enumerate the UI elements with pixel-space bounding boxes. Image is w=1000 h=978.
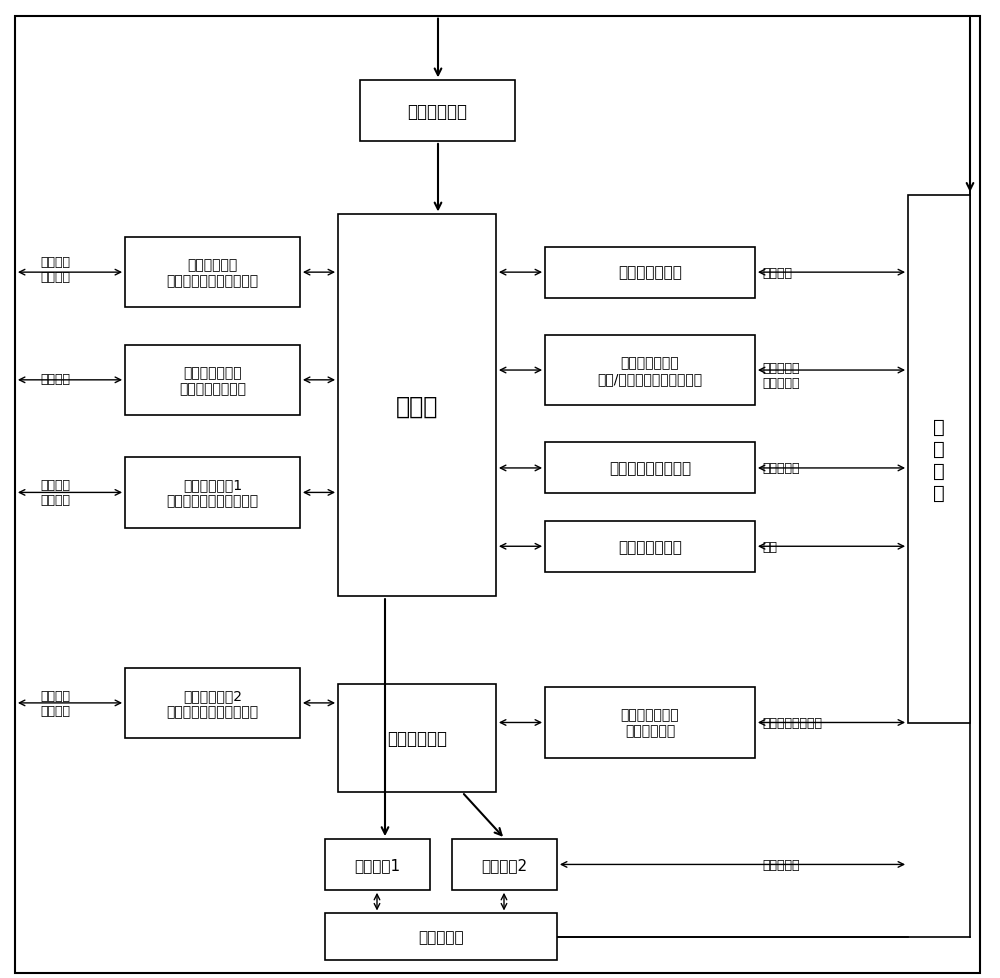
Bar [360,81,515,142]
Bar [325,913,557,960]
Bar [452,839,557,890]
Text: 发动机控制单元
（电/空气启动、油门控制）: 发动机控制单元 （电/空气启动、油门控制） [597,356,703,385]
Text: 扔矩、转速: 扔矩、转速 [762,858,800,871]
Text: 循环水供给单元
（具有温控功能）: 循环水供给单元 （具有温控功能） [179,366,246,395]
Bar [545,688,755,758]
Text: 加载单元2: 加载单元2 [481,857,528,872]
Text: 水温控制: 水温控制 [40,373,70,386]
Text: 强制排烟系统: 强制排烟系统 [408,103,468,120]
Text: 流量: 流量 [762,540,777,554]
Text: 循环水系统: 循环水系统 [418,929,464,945]
Bar [545,247,755,298]
Bar [125,345,300,416]
Text: 电压、电流: 电压、电流 [762,462,800,475]
Bar [325,839,430,890]
Bar [125,238,300,308]
Bar [545,521,755,572]
Bar [338,215,496,597]
Text: 预润泵检测单元: 预润泵检测单元 [618,539,682,555]
Bar [545,335,755,406]
Text: 机油供给单元2
（具有温控、过滤功能）: 机油供给单元2 （具有温控、过滤功能） [166,689,259,718]
Bar [125,668,300,738]
Text: 机油供给单元1
（具有温控、过滤功能）: 机油供给单元1 （具有温控、过滤功能） [166,478,259,508]
Bar [908,196,970,724]
Text: 发电机加载检测单元: 发电机加载检测单元 [609,461,691,476]
Text: 风扇泵加载单元: 风扇泵加载单元 [618,265,682,281]
Text: 注油量及
温度控制: 注油量及 温度控制 [40,479,70,507]
Text: 测
控
系
统: 测 控 系 统 [933,418,945,502]
Text: 油温、水温、转速: 油温、水温、转速 [762,716,822,730]
Text: 加载单元1: 加载单元1 [354,857,401,872]
Bar [545,443,755,494]
Text: 燃油供给单元
（具有温控、过滤功能）: 燃油供给单元 （具有温控、过滤功能） [166,258,259,288]
Text: 燃油量及
温度控制: 燃油量及 温度控制 [40,256,70,284]
Text: 综合传动装置: 综合传动装置 [387,730,447,747]
Text: 加载压力: 加载压力 [762,266,792,280]
Text: 变速笱控制单元
（档位控制）: 变速笱控制单元 （档位控制） [621,708,679,737]
Text: 油温、水温
转速、功率: 油温、水温 转速、功率 [762,362,800,389]
Bar [338,685,496,792]
Bar [125,458,300,528]
Text: 注油量及
温度控制: 注油量及 温度控制 [40,689,70,717]
Text: 发动机: 发动机 [396,394,438,418]
